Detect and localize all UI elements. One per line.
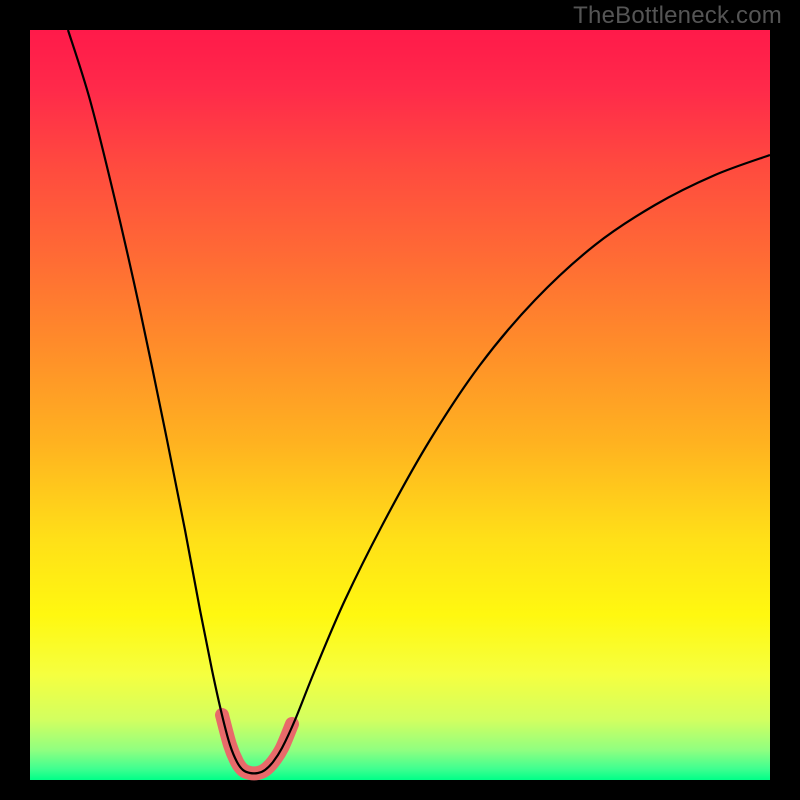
chart-svg [0,0,800,800]
chart-container: TheBottleneck.com [0,0,800,800]
watermark-text: TheBottleneck.com [573,2,782,30]
plot-background [30,30,770,780]
